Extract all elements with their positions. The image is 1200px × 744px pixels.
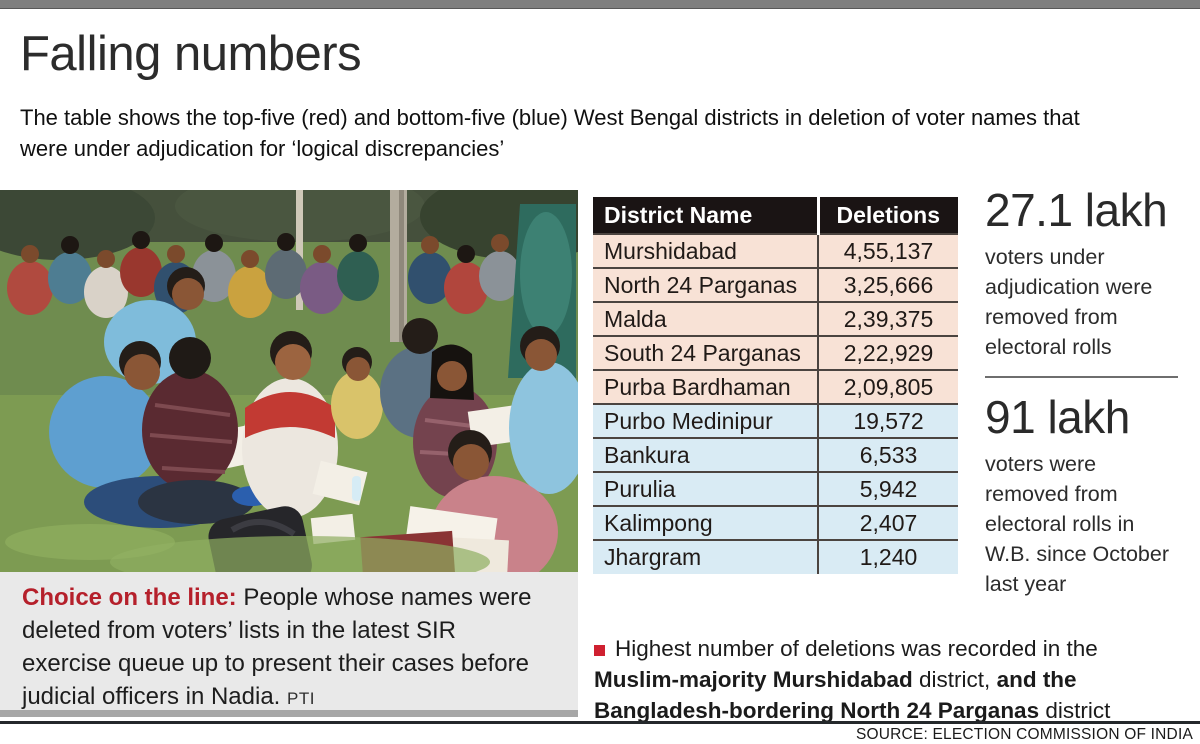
cell-district: Murshidabad <box>593 233 818 268</box>
cell-deletions: 5,942 <box>817 471 958 506</box>
table-row: North 24 Parganas 3,25,666 <box>593 267 958 302</box>
cell-deletions: 2,22,929 <box>817 335 958 370</box>
stat-desc-adjudicated: voters under adjudication were removed f… <box>985 245 1153 359</box>
table-row: Jhargram 1,240 <box>593 539 958 574</box>
cell-deletions: 2,09,805 <box>817 369 958 404</box>
deletions-table: District Name Deletions Murshidabad 4,55… <box>593 197 958 574</box>
cell-district: Purba Bardhaman <box>593 369 818 404</box>
column-header-deletions: Deletions <box>816 197 958 234</box>
page-subtitle: The table shows the top-five (red) and b… <box>20 105 1080 161</box>
source-credit: SOURCE: ELECTION COMMISSION OF INDIA <box>855 726 1193 743</box>
table-row: Murshidabad 4,55,137 <box>593 233 958 268</box>
cell-district: Bankura <box>593 437 818 472</box>
highlight-note: Highest number of deletions was recorded… <box>594 633 1126 726</box>
table-row: South 24 Parganas 2,22,929 <box>593 335 958 370</box>
cell-deletions: 2,39,375 <box>817 301 958 336</box>
stat-desc-total-removed: voters were removed from electoral rolls… <box>985 452 1170 596</box>
table-row: Purba Bardhaman 2,09,805 <box>593 369 958 404</box>
cell-deletions: 3,25,666 <box>817 267 958 302</box>
cell-deletions: 4,55,137 <box>817 233 958 268</box>
footer-rule <box>0 721 1200 724</box>
top-bar <box>0 0 1200 9</box>
cell-district: Malda <box>593 301 818 336</box>
cell-district: Jhargram <box>593 539 818 574</box>
cell-district: Purbo Medinipur <box>593 403 818 438</box>
stats-divider <box>985 376 1178 378</box>
table-row: Purulia 5,942 <box>593 471 958 506</box>
stats-panel: 27.1 lakh voters under adjudication were… <box>985 185 1190 599</box>
table-row: Purbo Medinipur 19,572 <box>593 403 958 438</box>
note-bullet-icon <box>594 644 605 656</box>
column-header-district: District Name <box>593 197 818 234</box>
table-header-row: District Name Deletions <box>593 197 958 234</box>
photo-caption: Choice on the line: People whose names w… <box>0 572 578 715</box>
cell-deletions: 2,407 <box>817 505 958 540</box>
cell-district: Kalimpong <box>593 505 818 540</box>
cell-district: South 24 Parganas <box>593 335 818 370</box>
table-row: Malda 2,39,375 <box>593 301 958 336</box>
stat-value-adjudicated: 27.1 lakh <box>985 184 1168 236</box>
table-row: Kalimpong 2,407 <box>593 505 958 540</box>
cell-deletions: 6,533 <box>817 437 958 472</box>
crowd-photo-illustration <box>0 190 578 572</box>
caption-lead: Choice on the line: <box>22 584 237 611</box>
stat-value-total-removed: 91 lakh <box>985 391 1130 443</box>
photo <box>0 190 578 572</box>
caption-credit: PTI <box>287 689 315 708</box>
note-text: Highest number of deletions was recorded… <box>594 635 1111 723</box>
cell-district: Purulia <box>593 471 818 506</box>
cell-district: North 24 Parganas <box>593 267 818 302</box>
cell-deletions: 19,572 <box>817 403 958 438</box>
photo-caption-box: Choice on the line: People whose names w… <box>0 572 578 717</box>
table-row: Bankura 6,533 <box>593 437 958 472</box>
deletions-table-body: Murshidabad 4,55,137 North 24 Parganas 3… <box>593 233 958 574</box>
cell-deletions: 1,240 <box>817 539 958 574</box>
page-title: Falling numbers <box>20 27 362 81</box>
caption-body: People whose names were deleted from vot… <box>22 584 532 710</box>
